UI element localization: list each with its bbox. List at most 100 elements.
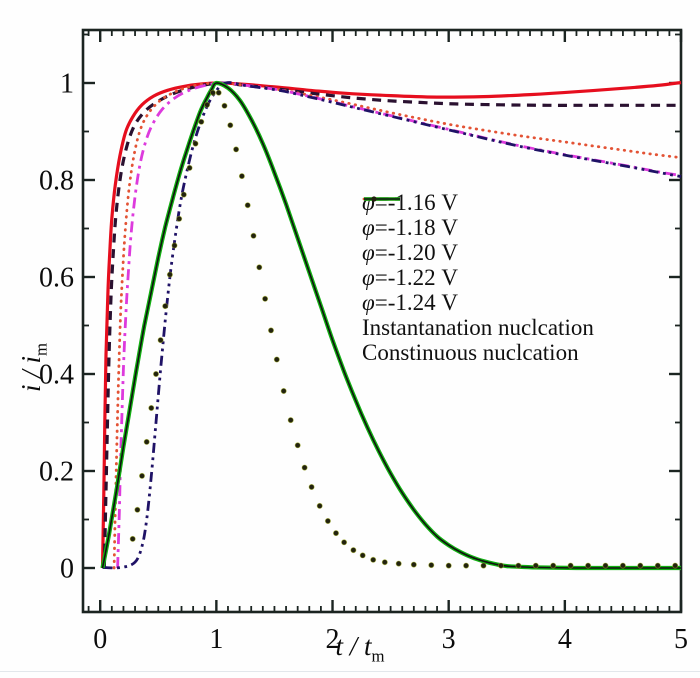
x-tick-label: 3 [442,624,456,655]
legend-dot [371,196,377,202]
data-dot [370,556,377,563]
series-continuous-nucleation [129,89,679,569]
data-dot [341,539,348,546]
data-dot [463,562,470,569]
x-tick-label: 1 [209,624,223,655]
y-tick-label: 1 [60,69,74,100]
data-dot [180,191,187,198]
data-dot [280,387,287,394]
data-dot [602,562,609,569]
data-dot [221,102,228,109]
data-dot [445,562,452,569]
data-dot [350,547,357,554]
legend-item-phi-1.24V: φ=-1.24 V [352,197,594,315]
data-dot [143,438,150,445]
y-axis-label: i / im [16,343,51,392]
data-dot [301,464,308,471]
data-dot [148,404,155,411]
series-phi-1.22V [116,81,682,569]
data-dot [497,562,504,569]
data-dot [227,122,234,129]
series-curves [100,80,683,571]
data-dot [515,562,522,569]
data-dot [233,146,240,153]
series-phi-1.20V [112,81,683,570]
data-dot [308,483,315,490]
legend-label: φ=-1.20 V [362,239,458,265]
data-dot [138,472,145,479]
data-dot [585,562,592,569]
legend-label: φ=-1.22 V [362,264,458,290]
data-dot [162,303,169,310]
data-dot [324,518,331,525]
data-dot [152,370,159,377]
x-axis-label-main: t / t [335,631,372,661]
data-dot [157,337,164,344]
data-dot [176,215,183,222]
series-instantaneous-nucleation-core [101,82,681,569]
data-dot [198,118,205,125]
data-dot [244,202,251,209]
plot-frame [81,28,683,614]
legend-item-instantaneous-nucleation: Instantanation nuclcation [352,197,594,340]
legend-item-continuous-nucleation: Constinuous nuclcation [352,196,594,365]
data-dot [294,442,301,449]
x-tick-label: 0 [93,624,107,655]
y-tick-label: 0.4 [39,360,74,391]
data-dot [166,271,173,278]
legend-label: φ=-1.18 V [362,214,458,240]
data-dot [410,561,417,568]
legend-label: φ=-1.16 V [362,189,458,215]
x-axis-label-sub: m [371,646,385,666]
data-dot [381,559,388,566]
legend-item-phi-1.20V: φ=-1.20 V [352,197,594,265]
data-dot [215,89,222,96]
data-dot [359,552,366,559]
data-dot [287,417,294,424]
data-dot [250,232,257,239]
data-dot [532,562,539,569]
data-dot [129,535,136,542]
data-dot [262,295,269,302]
data-dot [619,562,626,569]
data-dot [316,502,323,509]
x-tick-label: 5 [674,624,688,655]
y-tick-label: 0.6 [39,263,74,294]
data-dot [171,242,178,249]
data-dot [256,264,263,271]
data-dot [480,562,487,569]
data-dot [567,562,574,569]
data-dot [134,506,141,513]
tick-labels: 0 1 2 3 4 5 0 0.2 0.4 0.6 0.8 1 [39,69,688,656]
y-axis-label-main: i / i [16,355,46,392]
data-dot [637,562,644,569]
legend-label: φ=-1.24 V [362,289,458,315]
legend-swatch-instantaneous-nucleation [364,197,400,201]
legend-item-phi-1.22V: φ=-1.22 V [352,197,594,290]
y-tick-label: 0 [60,554,74,585]
legend-label: Constinuous nuclcation [362,339,579,365]
data-dot [238,173,245,180]
x-tick-label: 4 [558,624,572,655]
x-tick-label: 2 [326,624,340,655]
y-tick-label: 0.2 [39,457,74,488]
data-dot [267,327,274,334]
series-phi-1.16V [100,80,682,569]
data-dot [186,164,193,171]
axis-ticks [83,30,683,612]
data-dot [428,562,435,569]
legend-label: Instantanation nuclcation [362,314,594,340]
data-dot [672,562,679,569]
data-dot [395,560,402,567]
legend-swatch-continuous-nucleation [371,196,377,202]
y-axis-label-sub: m [31,342,51,356]
series-phi-1.18V [102,81,681,569]
data-dot [654,562,661,569]
legend-item-phi-1.18V: φ=-1.18 V [352,197,594,240]
x-axis-label: t / tm [290,631,430,666]
data-dot [273,356,280,363]
y-tick-label: 0.8 [39,166,74,197]
